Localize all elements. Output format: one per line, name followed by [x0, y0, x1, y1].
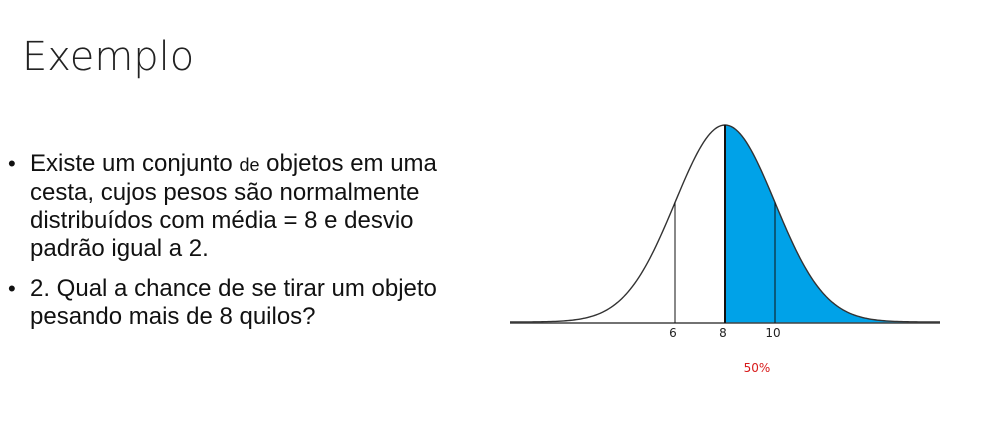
bullet-dot: • — [8, 151, 16, 176]
area-label: 50% — [744, 361, 771, 375]
bullet-text: 2. Qual a chance de se tirar um objeto p… — [30, 275, 437, 330]
tick-label-8: 8 — [719, 326, 727, 340]
bullet-text-part: Existe um conjunto — [30, 150, 240, 177]
tick-label-6: 6 — [669, 326, 677, 340]
bullet-dot: • — [8, 276, 16, 301]
tick-label-10: 10 — [765, 326, 780, 340]
bullet-text-part: de — [239, 155, 260, 175]
bullet-text-part: objetos em uma cesta, cujos pesos são no… — [30, 150, 437, 262]
slide-title: Exemplo — [22, 34, 195, 80]
bullet-item: • Existe um conjunto de objetos em uma c… — [8, 150, 478, 263]
shaded-area — [725, 125, 940, 323]
bullet-list: • Existe um conjunto de objetos em uma c… — [8, 150, 478, 331]
normal-curve-diagram: 6 8 10 50% — [510, 124, 940, 375]
bullet-item: • 2. Qual a chance de se tirar um objeto… — [8, 275, 478, 331]
